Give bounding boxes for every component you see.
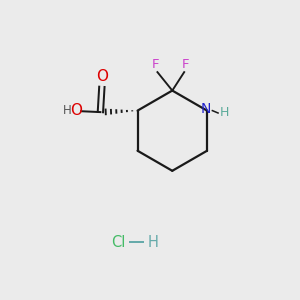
Text: H: H [220, 106, 229, 119]
Text: O: O [96, 69, 108, 84]
Text: F: F [182, 58, 189, 71]
Text: H: H [62, 104, 71, 117]
Text: N: N [200, 102, 211, 116]
Text: O: O [70, 103, 82, 118]
Text: Cl: Cl [112, 235, 126, 250]
Text: H: H [148, 235, 158, 250]
Text: F: F [152, 58, 160, 71]
